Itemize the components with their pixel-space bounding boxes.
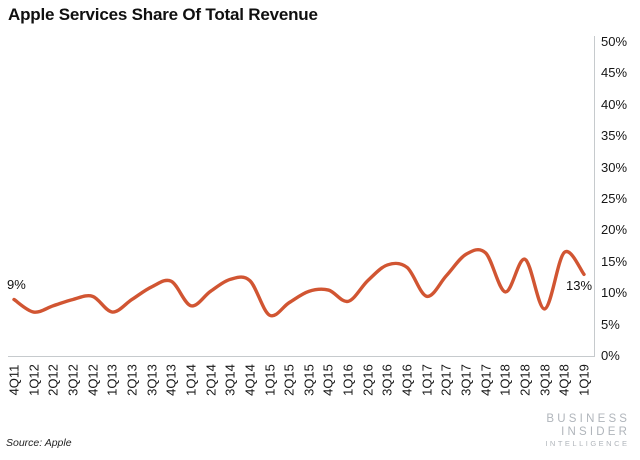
last-point-value-label: 13% bbox=[566, 278, 593, 293]
x-axis-tick-label: 2Q14 bbox=[203, 364, 219, 396]
y-axis-tick-label: 40% bbox=[601, 96, 628, 112]
source-note: Source: Apple bbox=[6, 437, 72, 449]
x-axis-tick-label: 3Q15 bbox=[301, 364, 317, 396]
x-axis-tick-label: 1Q12 bbox=[26, 364, 42, 396]
logo-line-business: BUSINESS bbox=[546, 413, 631, 425]
first-point-value-label: 9% bbox=[7, 277, 26, 292]
x-axis-tick-label: 1Q18 bbox=[497, 364, 513, 396]
x-axis-tick-label: 2Q12 bbox=[45, 364, 61, 396]
x-axis-tick-label: 3Q14 bbox=[222, 364, 238, 396]
x-axis-tick-label: 1Q16 bbox=[340, 364, 356, 396]
x-axis-tick-label: 3Q17 bbox=[458, 364, 474, 396]
x-axis-tick-label: 1Q17 bbox=[419, 364, 435, 396]
y-axis-tick-label: 5% bbox=[601, 316, 620, 332]
y-axis-tick-label: 20% bbox=[601, 222, 628, 238]
x-axis-tick-label: 3Q12 bbox=[65, 364, 81, 396]
y-axis-tick-label: 0% bbox=[601, 348, 620, 363]
revenue-share-line-series bbox=[12, 247, 586, 318]
x-axis-tick-label: 4Q15 bbox=[320, 364, 336, 396]
x-axis-tick-label: 4Q11 bbox=[6, 364, 22, 396]
x-axis-tick-label: 1Q13 bbox=[104, 364, 120, 396]
y-axis-tick-label: 25% bbox=[601, 191, 628, 206]
x-axis-tick-label: 4Q18 bbox=[556, 364, 572, 396]
y-axis-tick-label: 15% bbox=[601, 253, 628, 269]
x-axis-tick-label: 4Q14 bbox=[242, 364, 258, 396]
y-axis-tick-label: 45% bbox=[601, 65, 628, 81]
y-axis-tick-label: 30% bbox=[601, 159, 628, 175]
x-axis-tick-label: 4Q16 bbox=[399, 364, 415, 396]
line-chart-canvas bbox=[12, 247, 586, 318]
x-axis-tick-label: 4Q13 bbox=[163, 364, 179, 396]
x-axis-tick-label: 2Q17 bbox=[438, 364, 454, 396]
x-axis-tick-label: 3Q18 bbox=[537, 364, 553, 396]
x-axis-tick-label: 1Q19 bbox=[576, 364, 592, 396]
x-axis-tick-label: 2Q15 bbox=[281, 364, 297, 396]
chart-title: Apple Services Share Of Total Revenue bbox=[8, 5, 318, 24]
x-axis-tick-label: 4Q17 bbox=[478, 364, 494, 396]
business-insider-intelligence-logo: BUSINESS INSIDER INTELLIGENCE bbox=[545, 413, 627, 449]
logo-line-intelligence: INTELLIGENCE bbox=[545, 439, 630, 448]
y-axis-tick-label: 35% bbox=[601, 128, 628, 144]
x-axis-tick-label: 2Q13 bbox=[124, 364, 140, 396]
y-axis-tick-label: 50% bbox=[601, 34, 628, 49]
plot-area bbox=[8, 36, 595, 357]
x-axis-tick-label: 1Q15 bbox=[262, 364, 277, 396]
logo-line-insider: INSIDER bbox=[561, 425, 631, 438]
x-axis-tick-label: 3Q13 bbox=[144, 364, 160, 396]
x-axis-tick-label: 2Q18 bbox=[517, 364, 533, 396]
x-axis-tick-label: 4Q12 bbox=[85, 364, 101, 396]
y-axis-tick-label: 10% bbox=[601, 285, 628, 301]
x-axis-tick-label: 2Q16 bbox=[360, 364, 376, 396]
x-axis-tick-label: 1Q14 bbox=[183, 364, 199, 396]
x-axis-tick-label: 3Q16 bbox=[379, 364, 395, 396]
